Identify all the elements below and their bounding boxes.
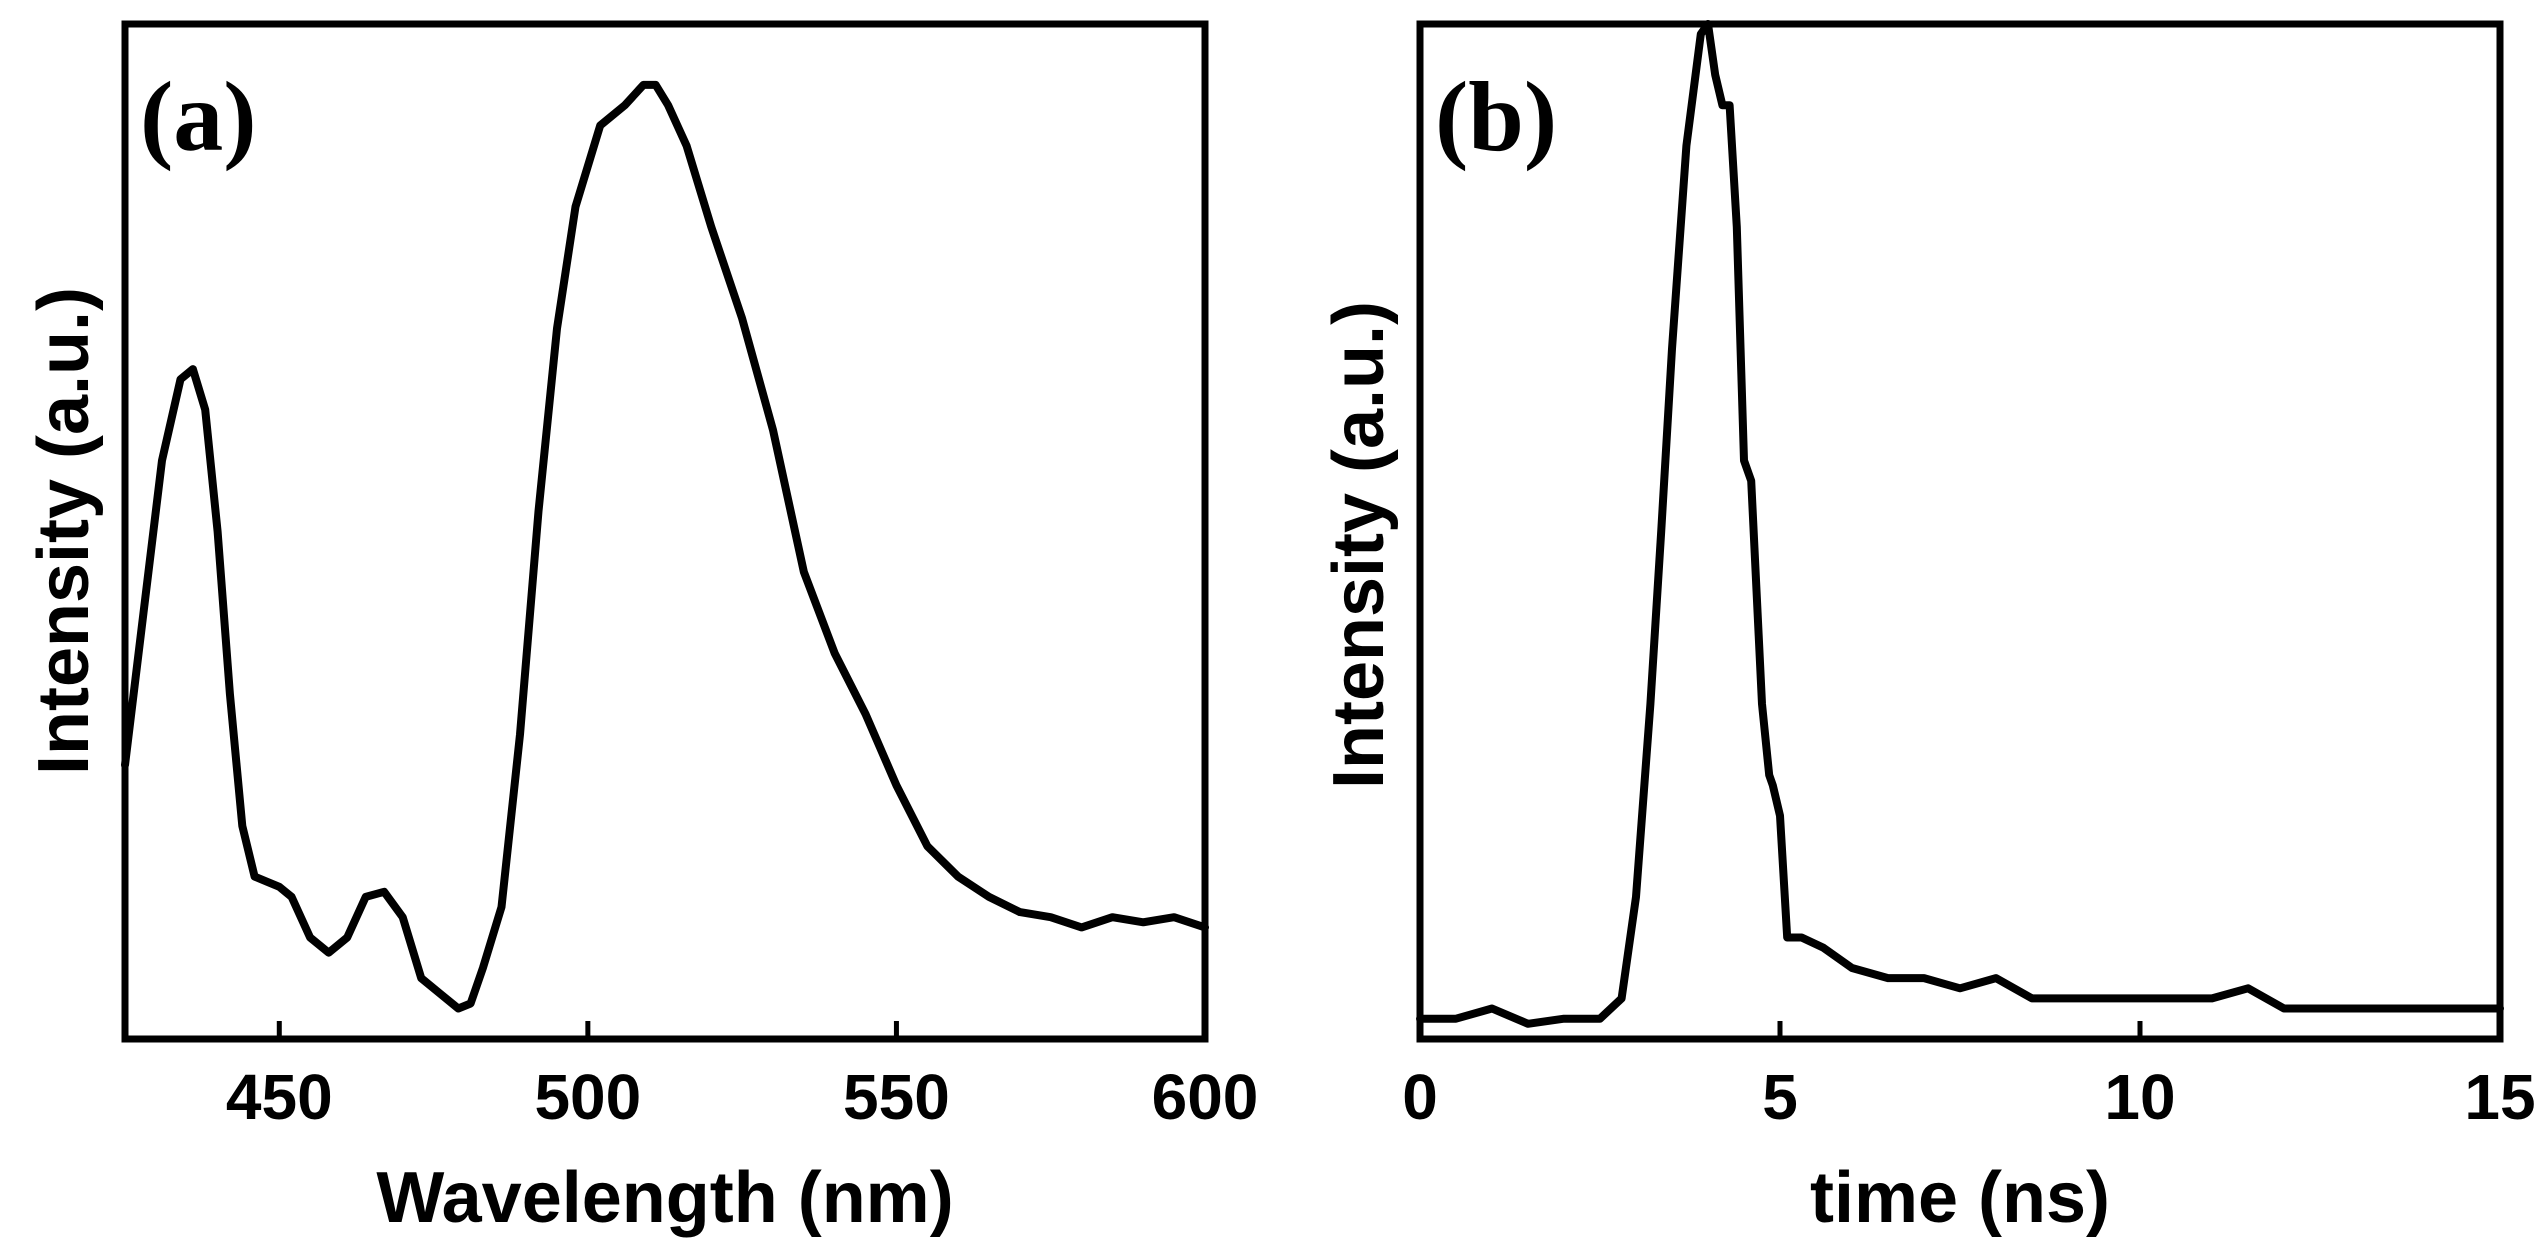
- panel-a-x-tick-label-0: 450: [226, 1061, 333, 1133]
- panel-a-plot-frame: [121, 20, 1209, 1043]
- panel-a-y-axis-title: Intensity (a.u.): [24, 287, 104, 775]
- panel-b-x-tick-label-0: 0: [1402, 1061, 1438, 1133]
- panel-a-x-tick-label-2: 550: [843, 1061, 950, 1133]
- panel-a-series-line: [121, 80, 1209, 1013]
- panel-b-x-axis-title: time (ns): [1810, 1158, 2110, 1238]
- panel-b-plot-frame: [1416, 20, 2504, 1043]
- panel-b-series-line: [1416, 20, 2504, 1028]
- panel-b-label: (b): [1435, 61, 1557, 172]
- panel-a-x-ticks: 450 500 550 600: [226, 1021, 1258, 1133]
- panel-a-x-axis-title: Wavelength (nm): [376, 1158, 953, 1238]
- panel-b-x-tick-label-1: 5: [1762, 1061, 1798, 1133]
- panel-a: (a) 450 500 550 600 Wavelength (nm) Intensi…: [24, 20, 1258, 1238]
- panel-b-y-axis-title: Intensity (a.u.): [1319, 301, 1399, 789]
- panel-b: (b) 0 5 10 15 time (ns) Intensity (a.u.): [1319, 20, 2536, 1238]
- panel-b-x-tick-label-3: 15: [2464, 1061, 2535, 1133]
- panel-a-x-tick-label-3: 600: [1152, 1061, 1259, 1133]
- panel-b-x-tick-label-2: 10: [2104, 1061, 2175, 1133]
- panel-b-x-ticks: 0 5 10 15: [1402, 1021, 2536, 1133]
- panel-a-x-tick-label-1: 500: [534, 1061, 641, 1133]
- panel-a-label: (a): [140, 61, 257, 172]
